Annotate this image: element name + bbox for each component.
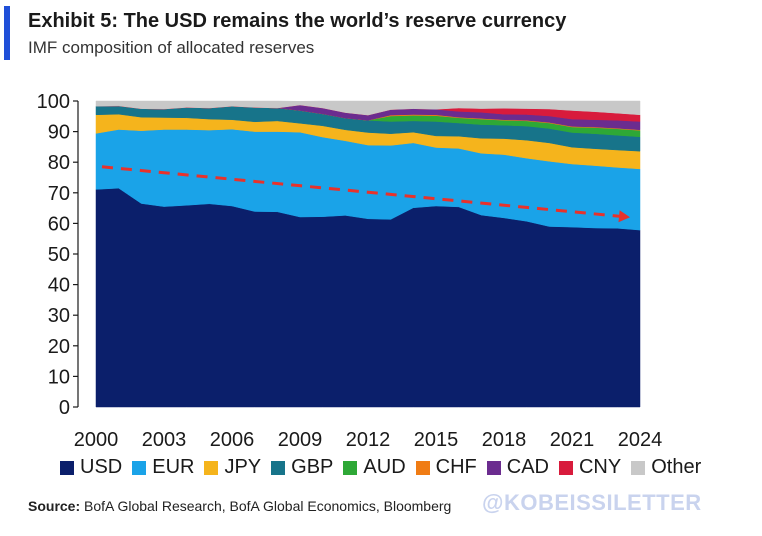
legend-swatch [558, 460, 573, 475]
chart-subtitle: IMF composition of allocated reserves [28, 38, 315, 57]
chart-title: Exhibit 5: The USD remains the world’s r… [28, 10, 567, 32]
x-tick-label: 2012 [346, 429, 391, 451]
x-tick-label: 2015 [414, 429, 459, 451]
legend-item-aud: AUD [343, 456, 406, 479]
legend-label: USD [80, 456, 123, 478]
y-tick-label: 80 [48, 152, 70, 174]
legend-label: JPY [224, 456, 262, 478]
legend-item-eur: EUR [132, 456, 194, 479]
legend-swatch [271, 460, 286, 475]
x-tick-label: 2000 [74, 429, 119, 451]
x-tick-label: 2021 [550, 429, 595, 451]
legend-swatch [60, 460, 74, 475]
legend-item-cad: CAD [486, 456, 549, 479]
legend-label: CNY [578, 456, 622, 478]
y-tick-label: 10 [48, 366, 70, 388]
y-tick-label: 90 [48, 122, 70, 144]
x-tick-label: 2003 [142, 429, 187, 451]
legend-item-usd: USD [60, 456, 122, 479]
legend-swatch [631, 460, 646, 475]
plot-area [95, 100, 641, 408]
y-tick-label: 40 [48, 275, 70, 297]
y-tick-label: 60 [48, 213, 70, 235]
legend-item-jpy: JPY [204, 456, 261, 479]
x-tick-label: 2009 [278, 429, 323, 451]
watermark: @KOBEISSILETTER [482, 490, 702, 515]
legend-swatch [204, 460, 219, 475]
y-tick-label: 70 [48, 183, 70, 205]
legend-swatch [415, 460, 430, 475]
trend-line-group [101, 165, 630, 223]
y-tick-label: 30 [48, 305, 70, 327]
chart-legend: USD EUR JPY GBP AUD CHF CAD CNY Other [60, 456, 711, 479]
y-axis: 0 10 20 30 40 50 60 70 80 90 100 [37, 91, 79, 419]
y-tick-label: 50 [48, 244, 70, 266]
x-tick-label: 2018 [482, 429, 527, 451]
legend-swatch [343, 460, 358, 475]
legend-label: Other [651, 456, 702, 478]
y-tick-label: 100 [37, 91, 70, 113]
x-axis: 2000 2003 2006 2009 2012 2015 2018 2021 2024 [74, 429, 663, 451]
legend-item-other: Other [631, 456, 701, 479]
legend-label: GBP [291, 456, 334, 478]
legend-label: EUR [152, 456, 195, 478]
source-text: BofA Global Research, BofA Global Econom… [84, 498, 452, 514]
legend-label: CHF [435, 456, 477, 478]
y-tick-label: 20 [48, 336, 70, 358]
legend-swatch [132, 460, 147, 475]
x-tick-label: 2006 [210, 429, 255, 451]
x-tick-label: 2024 [618, 429, 663, 451]
legend-label: AUD [363, 456, 406, 478]
area-other [95, 100, 641, 116]
legend-label: CAD [506, 456, 549, 478]
y-tick-label: 0 [59, 397, 70, 419]
source-label: Source: [28, 498, 81, 514]
legend-swatch [486, 460, 501, 475]
legend-item-cny: CNY [558, 456, 622, 479]
title-accent-bar [4, 6, 10, 60]
legend-item-chf: CHF [415, 456, 477, 479]
trend-arrowhead [618, 210, 630, 223]
legend-item-gbp: GBP [271, 456, 333, 479]
source-note: Source: BofA Global Research, BofA Globa… [28, 498, 451, 514]
